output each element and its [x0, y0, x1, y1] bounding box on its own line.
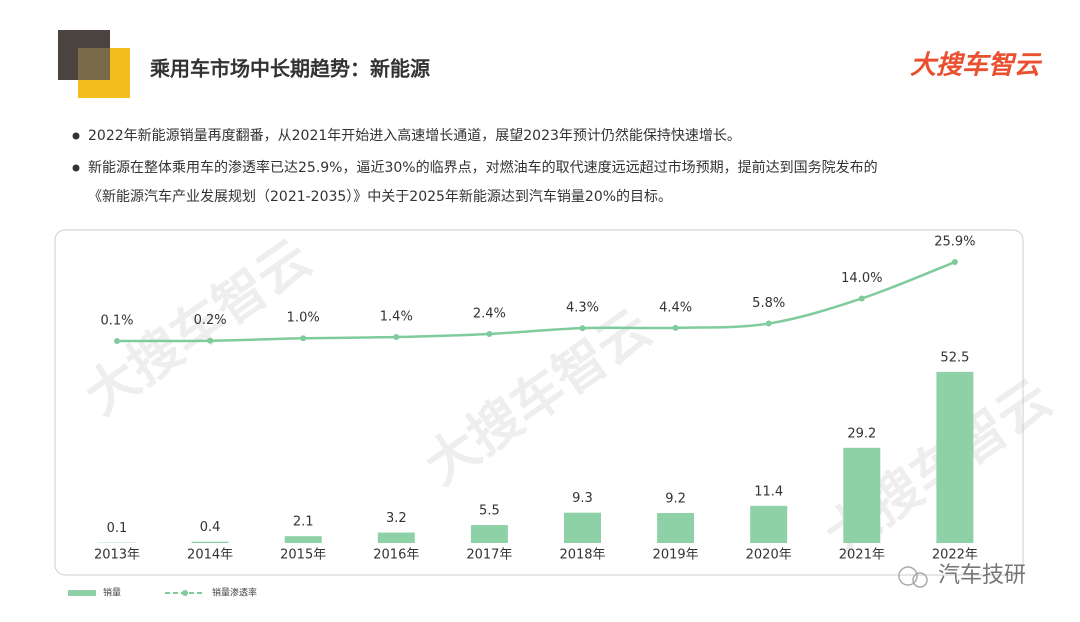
line-label: 0.2% — [194, 313, 227, 328]
line-label: 4.3% — [566, 301, 599, 316]
title: 乘用车市场中长期趋势：新能源 — [149, 57, 430, 81]
line-point — [393, 334, 400, 341]
line-label: 4.4% — [659, 300, 692, 315]
line-point — [300, 335, 307, 342]
bullet-text: 新能源在整体乘用车的渗透率已达25.9%，逼近30%的临界点，对燃油车的取代速度… — [88, 159, 878, 176]
x-tick-label: 2013年 — [94, 548, 140, 563]
bar — [470, 525, 508, 543]
bar — [284, 536, 322, 543]
legend-label: 销量渗透率 — [212, 587, 257, 599]
line-label: 1.4% — [380, 310, 413, 325]
bar-label: 29.2 — [847, 426, 876, 441]
bar — [657, 513, 695, 543]
legend-swatch — [182, 590, 188, 596]
line-label: 0.1% — [100, 313, 133, 328]
line-label: 1.0% — [287, 311, 320, 326]
line-point — [114, 337, 120, 344]
line-label: 25.9% — [934, 235, 975, 250]
line-point — [486, 330, 493, 337]
bar-label: 2.1 — [293, 515, 314, 530]
logo: 大搜车智云 — [910, 51, 1043, 81]
x-tick-label: 2020年 — [746, 548, 792, 563]
line-point — [765, 320, 772, 327]
line-point — [672, 324, 679, 331]
bullet-text: 2022年新能源销量再度翻番，从2021年开始进入高速增长通道，展望2023年预… — [88, 127, 741, 144]
legend-swatch — [68, 590, 96, 596]
bar-label: 5.5 — [479, 504, 500, 519]
bar-label: 11.4 — [754, 484, 783, 499]
x-tick-label: 2022年 — [932, 548, 978, 563]
line-point — [951, 259, 958, 266]
chart: 2013年 2014年 2015年 2016年 2017年 2018年 2019年 2020年… — [68, 235, 978, 599]
line-label: 2.4% — [473, 306, 506, 321]
bar-label: 52.5 — [940, 350, 969, 365]
bar — [191, 541, 229, 543]
bar — [564, 512, 601, 543]
x-tick-label: 2016年 — [373, 548, 419, 563]
wechat-icon — [898, 566, 918, 586]
bullet-text: 《新能源汽车产业发展规划（2021-2035）》中关于2025年新能源达到汽车销… — [88, 188, 672, 205]
bar — [936, 371, 974, 543]
line — [116, 260, 956, 343]
x-tick-label: 2017年 — [466, 548, 512, 563]
bar — [843, 447, 881, 543]
bar — [750, 505, 788, 543]
bar — [377, 532, 415, 543]
line-point — [579, 325, 586, 332]
bar-label: 9.3 — [572, 491, 593, 506]
line-point — [207, 337, 214, 344]
bar-label: 0.1 — [107, 521, 128, 536]
bullet-dot — [72, 132, 80, 140]
x-tick-label: 2019年 — [653, 548, 699, 563]
chart-frame — [54, 229, 1024, 576]
x-tick-label: 2018年 — [559, 548, 605, 563]
deco-square — [78, 48, 110, 80]
x-tick-label: 2015年 — [280, 548, 326, 563]
wechat-icon — [912, 572, 928, 588]
line-label: 14.0% — [841, 271, 882, 286]
x-tick-label: 2014年 — [187, 548, 233, 563]
bullet-dot — [72, 164, 80, 172]
bar-label: 0.4 — [200, 520, 221, 535]
watermark: 汽车技研 — [938, 563, 1026, 588]
bar-label: 3.2 — [386, 511, 407, 526]
line-point — [858, 295, 865, 302]
bar-label: 9.2 — [665, 492, 686, 507]
legend-label: 销量 — [103, 587, 121, 599]
line-label: 5.8% — [752, 296, 785, 311]
x-tick-label: 2021年 — [839, 548, 885, 563]
